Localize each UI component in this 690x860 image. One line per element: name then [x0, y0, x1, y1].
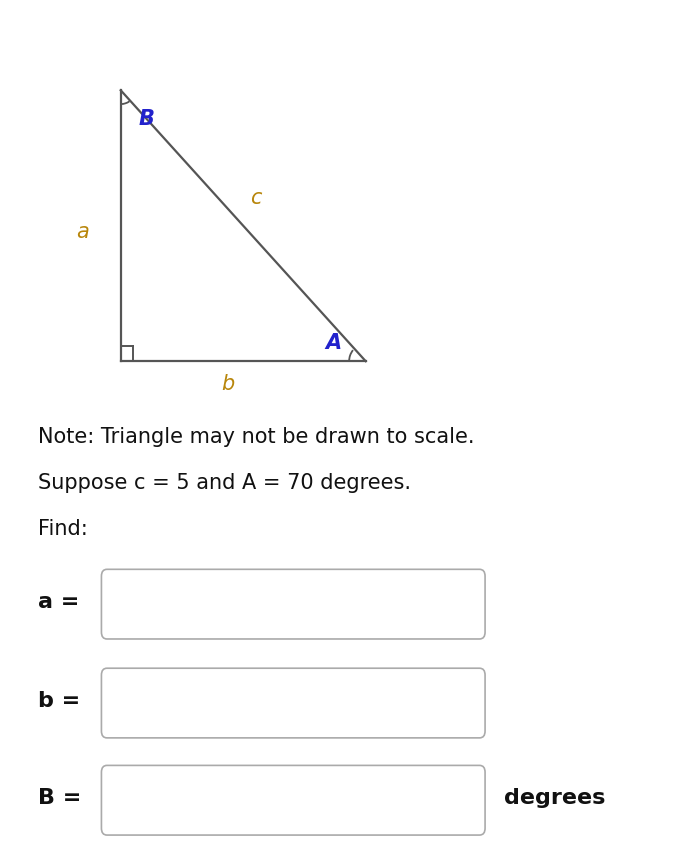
Text: B: B [139, 108, 155, 129]
Text: a =: a = [38, 592, 79, 612]
Text: B =: B = [38, 788, 81, 808]
Text: a: a [77, 222, 89, 243]
Text: degrees: degrees [504, 788, 605, 808]
Text: b =: b = [38, 691, 80, 711]
Text: Note: Triangle may not be drawn to scale.: Note: Triangle may not be drawn to scale… [38, 427, 475, 447]
Text: c: c [250, 187, 261, 208]
Text: A: A [325, 333, 342, 353]
Text: b: b [221, 374, 235, 395]
Text: Find:: Find: [38, 519, 88, 539]
Text: Suppose c = 5 and A = 70 degrees.: Suppose c = 5 and A = 70 degrees. [38, 473, 411, 494]
